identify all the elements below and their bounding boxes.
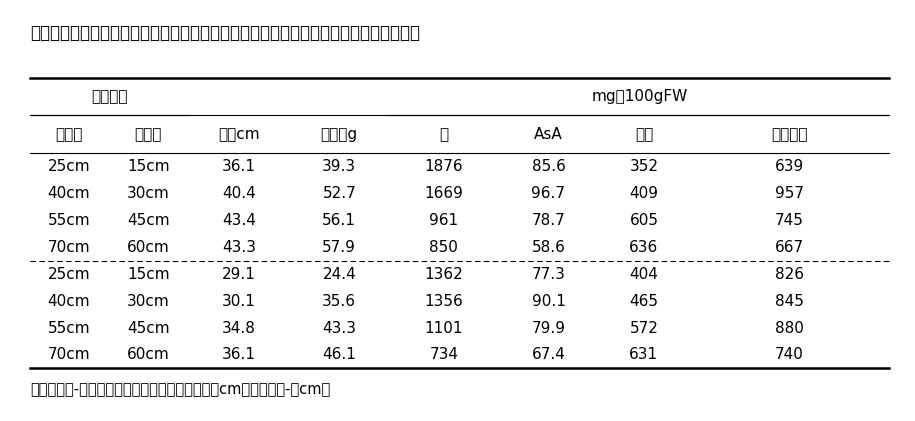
Text: 40cm: 40cm: [48, 186, 90, 201]
Text: 60cm: 60cm: [127, 240, 169, 255]
Text: 硝酸: 硝酸: [635, 127, 653, 142]
Text: 745: 745: [775, 213, 804, 228]
Text: 58.6: 58.6: [532, 240, 565, 255]
Text: 地下水位: 地下水位: [92, 89, 128, 104]
Text: 79.9: 79.9: [532, 320, 565, 336]
Text: 880: 880: [775, 320, 804, 336]
Text: 409: 409: [630, 186, 659, 201]
Text: 1876: 1876: [425, 159, 463, 174]
Text: 636: 636: [630, 240, 659, 255]
Text: mg／100gFW: mg／100gFW: [591, 89, 687, 104]
Text: 957: 957: [775, 186, 804, 201]
Text: 糖: 糖: [439, 127, 448, 142]
Text: 845: 845: [775, 293, 804, 309]
Text: 40cm: 40cm: [48, 293, 90, 309]
Text: 78.7: 78.7: [532, 213, 565, 228]
Text: 465: 465: [630, 293, 659, 309]
Text: 67.4: 67.4: [532, 347, 565, 362]
Text: 注：上４段-敷設位置が上昇後の地下水面より２cm上、下４段-２cm下: 注：上４段-敷設位置が上昇後の地下水面より２cm上、下４段-２cm下: [30, 382, 330, 397]
Text: 60cm: 60cm: [127, 347, 169, 362]
Text: 740: 740: [775, 347, 804, 362]
Text: 77.3: 77.3: [532, 267, 565, 282]
Text: 70cm: 70cm: [48, 240, 90, 255]
Text: 15cm: 15cm: [127, 267, 169, 282]
Text: 45cm: 45cm: [127, 320, 169, 336]
Text: 352: 352: [630, 159, 659, 174]
Text: 上昇後: 上昇後: [135, 127, 162, 142]
Text: 表３　地下水位上昇下の遮根シート敷設位置がホウレンソウの生育、品質に及ぼす影響: 表３ 地下水位上昇下の遮根シート敷設位置がホウレンソウの生育、品質に及ぼす影響: [30, 24, 420, 42]
Text: 826: 826: [775, 267, 804, 282]
Text: 90.1: 90.1: [532, 293, 565, 309]
Text: 43.3: 43.3: [222, 240, 256, 255]
Text: 39.3: 39.3: [322, 159, 356, 174]
Text: 55cm: 55cm: [48, 213, 90, 228]
Text: 85.6: 85.6: [532, 159, 565, 174]
Text: 1356: 1356: [425, 293, 463, 309]
Text: 36.1: 36.1: [222, 159, 256, 174]
Text: 734: 734: [429, 347, 458, 362]
Text: 上昇前: 上昇前: [55, 127, 82, 142]
Text: 40.4: 40.4: [222, 186, 256, 201]
Text: 30cm: 30cm: [127, 293, 169, 309]
Text: 605: 605: [630, 213, 659, 228]
Text: 43.4: 43.4: [222, 213, 256, 228]
Text: 55cm: 55cm: [48, 320, 90, 336]
Text: 一株重g: 一株重g: [321, 127, 358, 142]
Text: 56.1: 56.1: [322, 213, 356, 228]
Text: 29.1: 29.1: [222, 267, 256, 282]
Text: 1669: 1669: [425, 186, 463, 201]
Text: 43.3: 43.3: [322, 320, 356, 336]
Text: 57.9: 57.9: [322, 240, 356, 255]
Text: 25cm: 25cm: [48, 267, 90, 282]
Text: 45cm: 45cm: [127, 213, 169, 228]
Text: 46.1: 46.1: [322, 347, 356, 362]
Text: 35.6: 35.6: [322, 293, 356, 309]
Text: 30cm: 30cm: [127, 186, 169, 201]
Text: 961: 961: [429, 213, 458, 228]
Text: AsA: AsA: [534, 127, 563, 142]
Text: 96.7: 96.7: [532, 186, 565, 201]
Text: 1101: 1101: [425, 320, 463, 336]
Text: 34.8: 34.8: [222, 320, 256, 336]
Text: 850: 850: [429, 240, 458, 255]
Text: 1362: 1362: [425, 267, 463, 282]
Text: 葉長cm: 葉長cm: [219, 127, 260, 142]
Text: 631: 631: [630, 347, 659, 362]
Text: 24.4: 24.4: [322, 267, 356, 282]
Text: 52.7: 52.7: [322, 186, 356, 201]
Text: 639: 639: [775, 159, 804, 174]
Text: 15cm: 15cm: [127, 159, 169, 174]
Text: 25cm: 25cm: [48, 159, 90, 174]
Text: 667: 667: [775, 240, 804, 255]
Text: 30.1: 30.1: [222, 293, 256, 309]
Text: 404: 404: [630, 267, 659, 282]
Text: 70cm: 70cm: [48, 347, 90, 362]
Text: シュウ酸: シュウ酸: [771, 127, 808, 142]
Text: 36.1: 36.1: [222, 347, 256, 362]
Text: 572: 572: [630, 320, 659, 336]
